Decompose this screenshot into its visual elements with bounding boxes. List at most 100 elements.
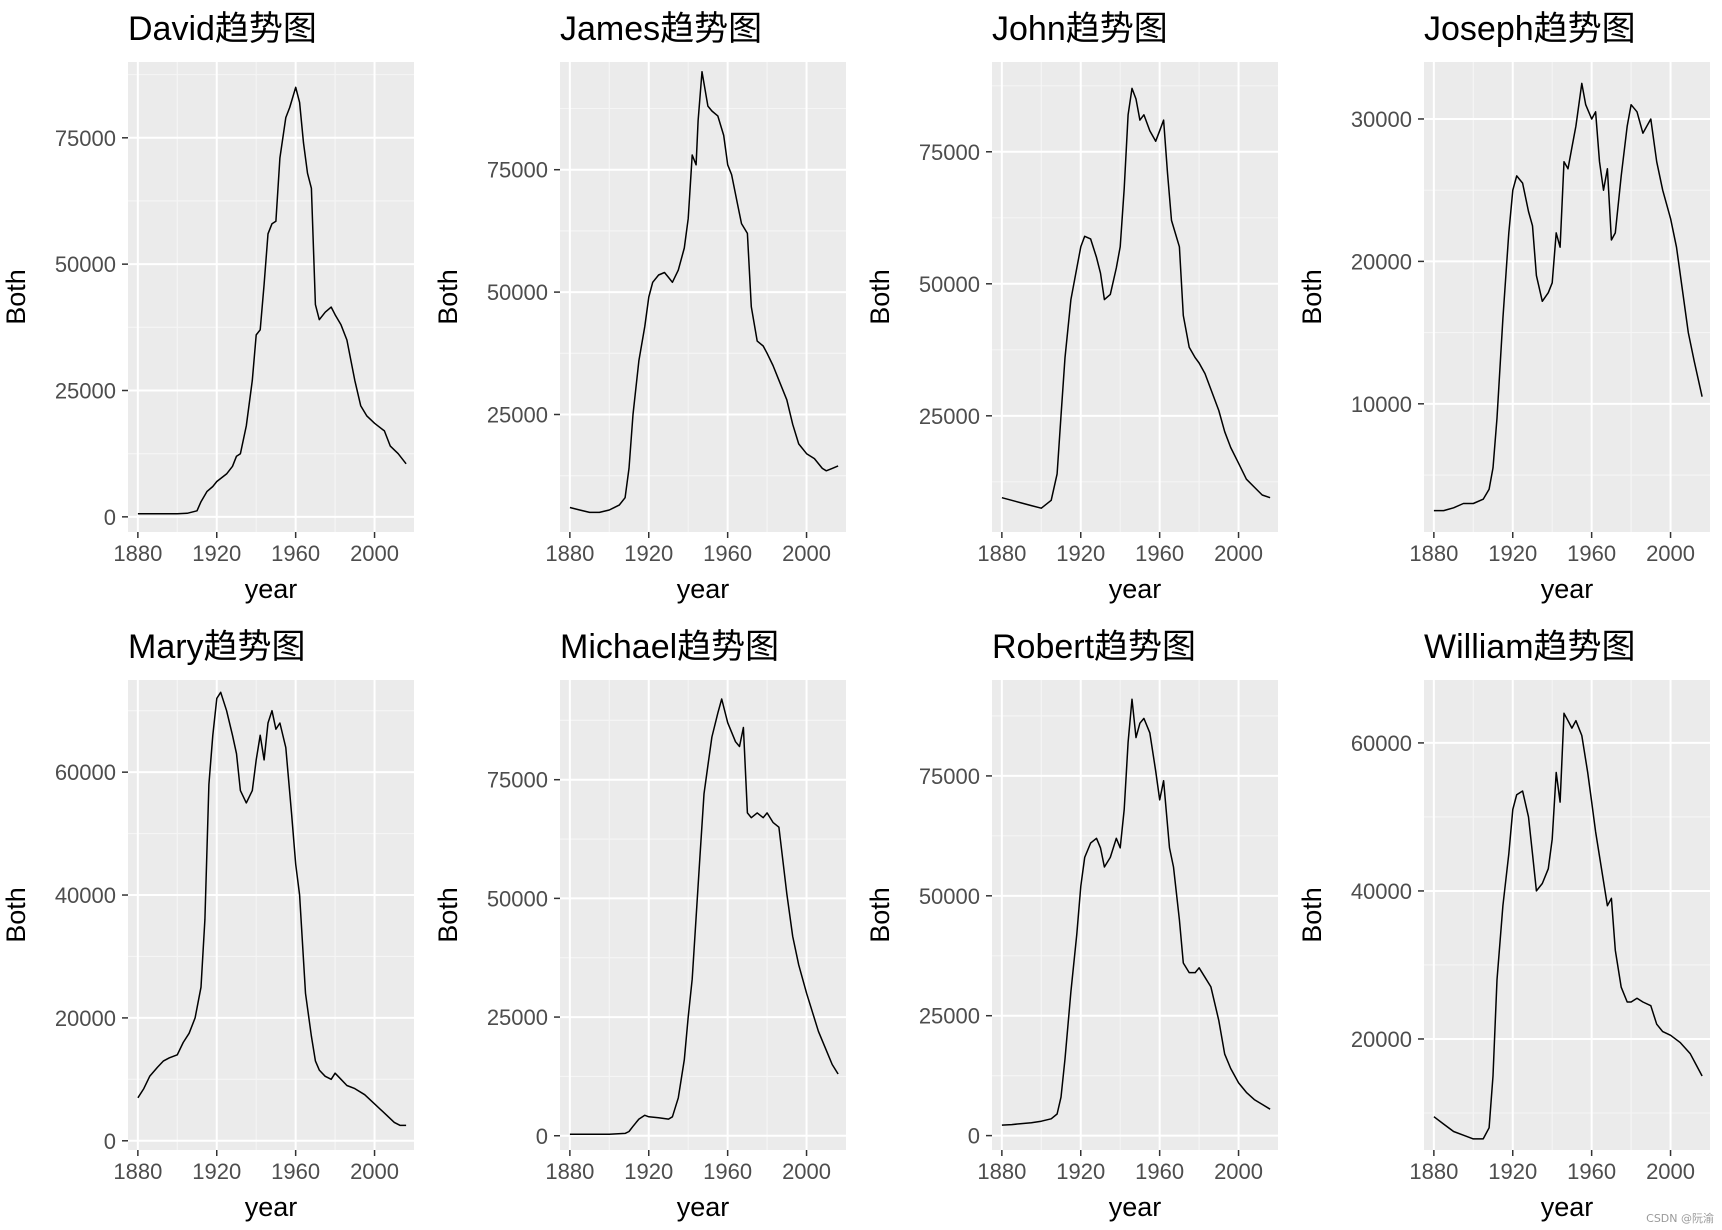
x-tick-label: 1880	[977, 541, 1026, 566]
chart-panel-john: 1880 1920 1960 2000 25000 50000 75000 John趋势图 ye…	[865, 10, 1278, 604]
y-tick-label: 75000	[919, 140, 980, 165]
x-tick-label: 2000	[1214, 1159, 1263, 1184]
y-tick-label: 0	[104, 1129, 116, 1154]
x-tick-label: 1960	[703, 541, 752, 566]
x-axis-title: year	[1541, 574, 1594, 604]
y-tick-label: 75000	[487, 158, 548, 183]
chart-panel-joseph: 1880 1920 1960 2000 10000 20000 30000 Joseph趋势图…	[1297, 10, 1710, 604]
x-tick-label: 1960	[1135, 541, 1184, 566]
y-axis-title: Both	[433, 887, 463, 943]
x-tick-label: 1880	[545, 541, 594, 566]
chart-panel-james: 1880 1920 1960 2000 25000 50000 75000 James趋势图 y…	[433, 10, 846, 604]
y-tick-label: 25000	[55, 378, 116, 403]
x-tick-label: 1880	[1409, 1159, 1458, 1184]
y-tick-label: 25000	[919, 1004, 980, 1029]
chart-panel-robert: 1880 1920 1960 2000 0 25000 50000 75000 Robert趋势…	[865, 628, 1278, 1222]
y-tick-label: 75000	[487, 768, 548, 793]
chart-title: Michael趋势图	[560, 628, 779, 666]
y-axis-title: Both	[865, 269, 895, 325]
y-tick-label: 75000	[919, 764, 980, 789]
y-tick-label: 30000	[1351, 107, 1412, 132]
x-tick-label: 1920	[192, 541, 241, 566]
x-tick-label: 2000	[782, 541, 831, 566]
y-tick-label: 10000	[1351, 392, 1412, 417]
chart-title: John趋势图	[992, 10, 1168, 48]
x-axis-title: year	[1541, 1192, 1594, 1222]
y-tick-label: 50000	[919, 884, 980, 909]
x-axis-title: year	[1109, 574, 1162, 604]
series-line-john	[1001, 87, 1271, 509]
y-tick-label: 50000	[487, 886, 548, 911]
y-tick-label: 50000	[919, 272, 980, 297]
x-tick-label: 1920	[1056, 1159, 1105, 1184]
x-axis-title: year	[677, 1192, 730, 1222]
series-line-mary	[137, 691, 407, 1127]
chart-panel-william: 1880 1920 1960 2000 20000 40000 60000 William趋势…	[1297, 628, 1710, 1222]
y-axis-title: Both	[865, 887, 895, 943]
x-tick-label: 1920	[192, 1159, 241, 1184]
x-tick-label: 2000	[350, 541, 399, 566]
plot-background	[992, 680, 1278, 1150]
x-tick-label: 1880	[545, 1159, 594, 1184]
series-line-michael	[569, 698, 839, 1136]
y-axis-title: Both	[1, 887, 31, 943]
y-axis-title: Both	[1, 269, 31, 325]
x-tick-label: 2000	[782, 1159, 831, 1184]
y-axis-title: Both	[433, 269, 463, 325]
y-tick-label: 0	[536, 1124, 548, 1149]
y-tick-label: 60000	[1351, 731, 1412, 756]
x-tick-label: 2000	[1646, 541, 1695, 566]
x-tick-label: 1960	[1567, 541, 1616, 566]
y-axis-title: Both	[1297, 269, 1327, 325]
x-tick-label: 1880	[113, 1159, 162, 1184]
x-tick-label: 1880	[113, 541, 162, 566]
x-axis-title: year	[677, 574, 730, 604]
y-tick-label: 25000	[919, 404, 980, 429]
y-tick-label: 0	[104, 505, 116, 530]
y-tick-label: 25000	[487, 1005, 548, 1030]
chart-title: Robert趋势图	[992, 628, 1196, 666]
x-axis-title: year	[245, 1192, 298, 1222]
chart-title: David趋势图	[128, 10, 317, 48]
x-tick-label: 2000	[1214, 541, 1263, 566]
x-tick-label: 2000	[350, 1159, 399, 1184]
y-tick-label: 75000	[55, 126, 116, 151]
y-tick-label: 60000	[55, 760, 116, 785]
x-tick-label: 2000	[1646, 1159, 1695, 1184]
x-tick-label: 1880	[977, 1159, 1026, 1184]
y-tick-label: 40000	[55, 883, 116, 908]
x-axis-title: year	[245, 574, 298, 604]
chart-panel-david: 1880 1920 1960 2000 0 25000 50000 75000 David趋势图…	[1, 10, 414, 604]
chart-title: Mary趋势图	[128, 628, 306, 666]
y-tick-label: 25000	[487, 403, 548, 428]
y-axis-title: Both	[1297, 887, 1327, 943]
x-tick-label: 1920	[624, 541, 673, 566]
y-tick-label: 20000	[55, 1006, 116, 1031]
x-tick-label: 1960	[1135, 1159, 1184, 1184]
x-tick-label: 1920	[1056, 541, 1105, 566]
x-tick-label: 1960	[271, 541, 320, 566]
series-line-joseph	[1433, 82, 1703, 512]
chart-title: James趋势图	[560, 10, 762, 48]
x-tick-label: 1920	[624, 1159, 673, 1184]
plot-background	[1424, 680, 1710, 1150]
x-axis-title: year	[1109, 1192, 1162, 1222]
y-tick-label: 20000	[1351, 249, 1412, 274]
y-tick-label: 0	[968, 1124, 980, 1149]
x-tick-label: 1960	[271, 1159, 320, 1184]
x-tick-label: 1920	[1488, 541, 1537, 566]
plot-background	[992, 62, 1278, 532]
plot-background	[128, 62, 414, 532]
chart-panel-michael: 1880 1920 1960 2000 0 25000 50000 75000 Michael趋…	[433, 628, 846, 1222]
chart-panel-mary: 1880 1920 1960 20000200004000060000Mary趋势图y…	[1, 628, 414, 1222]
x-tick-label: 1920	[1488, 1159, 1537, 1184]
plot-background	[560, 680, 846, 1150]
watermark-text: CSDN @阮渝	[1646, 1212, 1714, 1225]
chart-title: Joseph趋势图	[1424, 10, 1636, 48]
series-line-david	[137, 86, 407, 515]
y-tick-label: 20000	[1351, 1027, 1412, 1052]
x-tick-label: 1960	[1567, 1159, 1616, 1184]
plot-background	[560, 62, 846, 532]
x-tick-label: 1880	[1409, 541, 1458, 566]
